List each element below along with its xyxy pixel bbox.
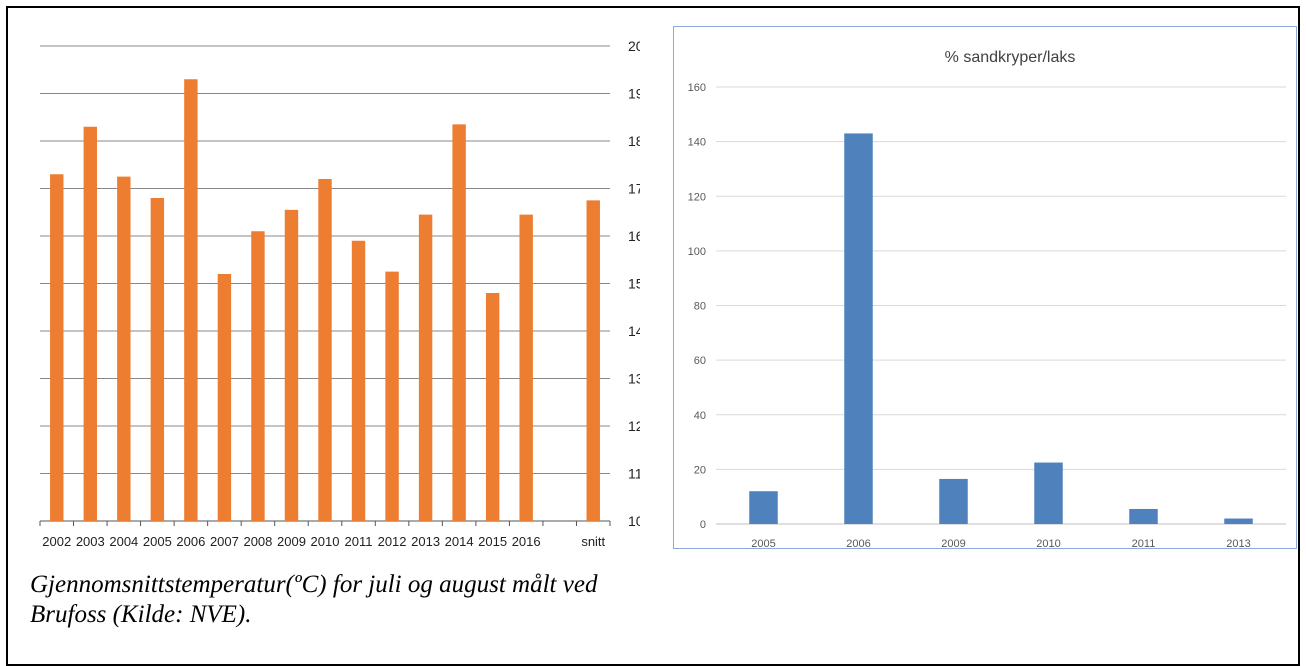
x-tick-label: 2005: [143, 534, 172, 549]
y-tick-label: 15: [628, 276, 640, 292]
bar-2002: [50, 174, 64, 521]
y-tick-label: 160: [688, 82, 706, 94]
x-tick-label: 2009: [941, 538, 965, 548]
y-tick-label: 18: [628, 133, 640, 149]
bar-2005: [150, 198, 165, 521]
bar-2009: [284, 209, 299, 521]
sandkryper-chart: % sandkryper/laks 0 20 40 60 80 100 120 140 160 20…: [688, 49, 1286, 548]
x-tick-label: 2003: [76, 534, 105, 549]
x-tick-label: 2007: [210, 534, 239, 549]
y-tick-label: 10: [628, 513, 640, 529]
bar-snitt: [586, 200, 600, 521]
bar-2010: [318, 179, 332, 521]
bar-2016: [519, 214, 533, 521]
x-tick-label: snitt: [581, 534, 605, 549]
bar-2003: [83, 126, 97, 521]
y-tick-label: 100: [688, 246, 706, 258]
y-tick-label: 140: [688, 137, 706, 149]
x-tick-label: 2013: [411, 534, 440, 549]
x-tick-label: 2013: [1226, 538, 1250, 548]
bar-2008: [251, 231, 265, 521]
figure-caption: Gjennomsnittstemperatur(ºC) for juli og …: [30, 570, 690, 630]
bar-2012: [385, 271, 399, 521]
y-tick-label: 0: [700, 519, 706, 531]
y-tick-label: 20: [694, 464, 706, 476]
chart-title: % sandkryper/laks: [945, 49, 1076, 66]
bar-2007: [217, 274, 232, 521]
bar-2009: [939, 478, 968, 524]
x-tick-label: 2008: [243, 534, 272, 549]
y-tick-label: 19: [628, 86, 640, 102]
x-tick-label: 2005: [751, 538, 775, 548]
y-tick-label: 80: [694, 301, 706, 313]
x-tick-label: 2012: [378, 534, 407, 549]
bar-2006: [844, 133, 873, 524]
bar-2004: [117, 176, 131, 521]
x-tick-label: 2016: [512, 534, 541, 549]
x-tick-label: 2011: [1132, 538, 1156, 548]
bar-2013: [1224, 518, 1253, 524]
x-tick-label: 2011: [345, 534, 373, 549]
x-tick-label: 2004: [109, 534, 138, 549]
y-tick-label: 17: [628, 181, 640, 197]
y-tick-label: 60: [694, 355, 706, 367]
y-tick-label: 13: [628, 371, 640, 387]
caption-line-1: Gjennomsnittstemperatur(ºC) for juli og …: [30, 571, 598, 598]
bar-2014: [452, 124, 466, 521]
x-tick-label: 2010: [311, 534, 340, 549]
bar-2011: [351, 240, 366, 521]
y-tick-label: 14: [628, 323, 640, 339]
bar-2005: [749, 491, 778, 524]
temperature-chart: 10 11 12 13 14 15 16 17 18 19 20 2002 2003 2004 2005 20…: [39, 38, 640, 549]
y-tick-label: 11: [628, 466, 640, 482]
sandkryper-chart-panel: % sandkryper/laks 0 20 40 60 80 100 120 140 160 20…: [673, 26, 1297, 549]
x-tick-label: 2009: [277, 534, 306, 549]
bar-2015: [485, 293, 500, 521]
caption-line-2: Brufoss (Kilde: NVE).: [30, 601, 252, 628]
x-tick-label: 2010: [1036, 538, 1060, 548]
y-tick-label: 12: [628, 418, 640, 434]
bar-2010: [1034, 462, 1063, 524]
bar-2013: [418, 214, 433, 521]
y-tick-label: 16: [628, 228, 640, 244]
x-tick-label: 2006: [846, 538, 870, 548]
y-tick-label: 120: [688, 191, 706, 203]
x-tick-label: 2006: [176, 534, 205, 549]
bar-2011: [1129, 508, 1158, 524]
x-tick-label: 2015: [478, 534, 507, 549]
y-tick-label: 20: [628, 38, 640, 54]
bar-2006: [184, 79, 198, 521]
x-tick-label: 2014: [445, 534, 474, 549]
x-tick-label: 2002: [42, 534, 71, 549]
y-tick-label: 40: [694, 410, 706, 422]
